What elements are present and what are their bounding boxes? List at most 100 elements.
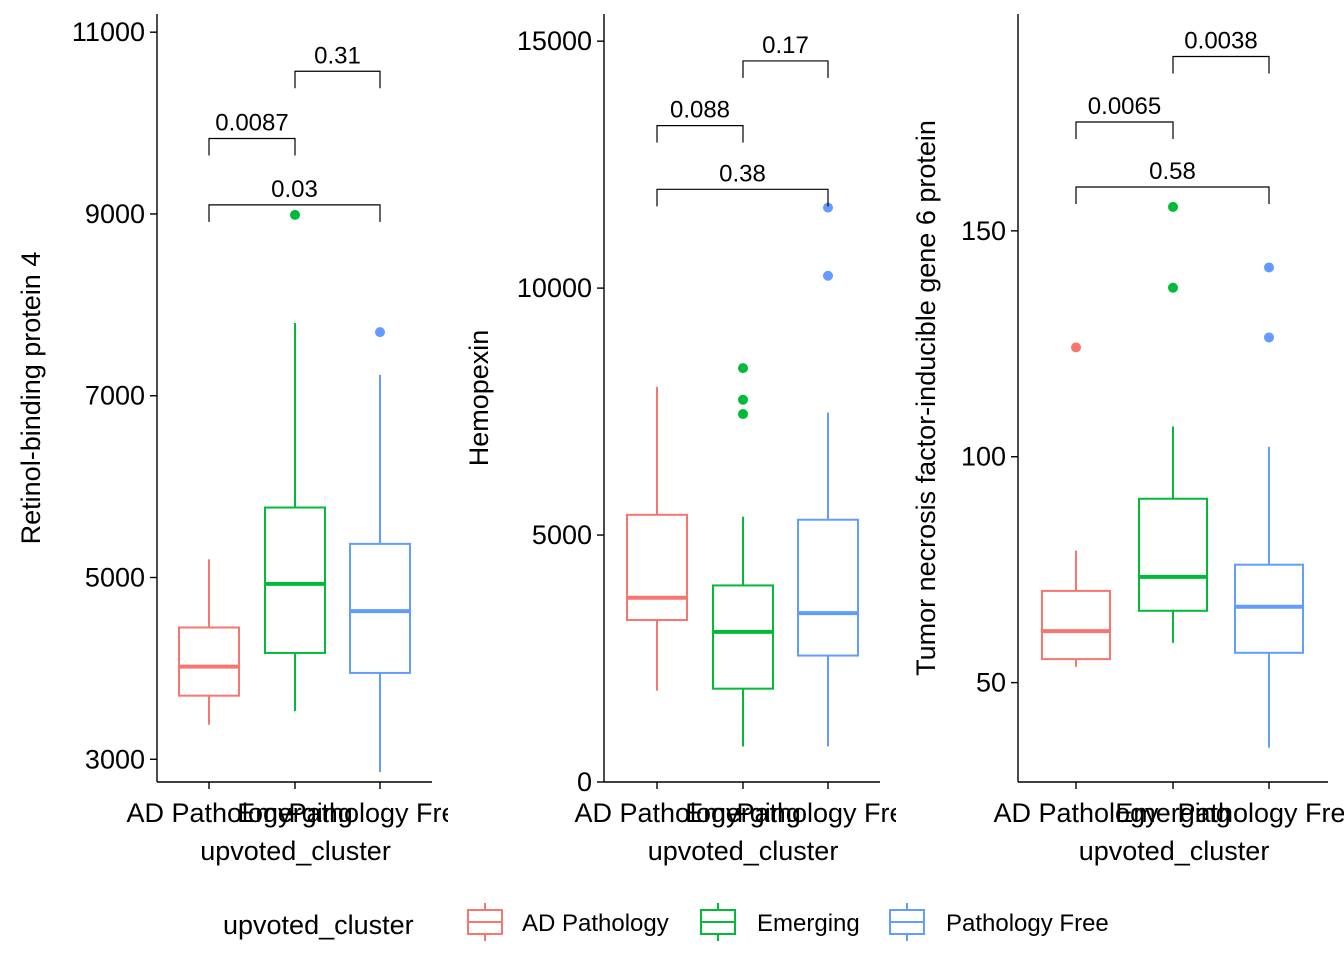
box-ad-pathology: [178, 559, 240, 725]
panel-1: 3000 5000 7000 9000 11000 Retinol-binding pro…: [16, 14, 471, 866]
comparison-bracket: 0.0087: [208, 110, 296, 156]
box-iqr: [712, 584, 774, 690]
box-iqr: [264, 506, 326, 654]
bracket-line: [1075, 186, 1270, 205]
x-axis-title: upvoted_cluster: [648, 836, 839, 866]
y-axis-title: Retinol-binding protein 4: [16, 252, 46, 545]
panel-2: 0 5000 10000 15000 Hemopexin AD PathologyEmer…: [464, 14, 919, 866]
legend-label: Emerging: [757, 910, 860, 937]
box-iqr: [1138, 497, 1208, 612]
legend-item-emerging: Emerging: [700, 903, 860, 941]
x-tick-label: Emerging: [237, 798, 353, 828]
bracket-line: [1172, 55, 1270, 74]
p-value-label: 0.38: [719, 160, 766, 187]
box-iqr: [178, 626, 240, 697]
y-tick-label: 5000: [85, 563, 145, 593]
p-value-label: 0.0065: [1088, 93, 1161, 120]
bracket-line: [742, 60, 829, 78]
x-axis-title: upvoted_cluster: [200, 836, 391, 866]
p-value-label: 0.58: [1149, 158, 1196, 185]
box-iqr: [349, 542, 411, 674]
panel-3: 50 100 150 Tumor necrosis factor-inducible …: [911, 14, 1344, 866]
p-value-label: 0.17: [762, 32, 809, 59]
legend-item-ad-pathology: AD Pathology: [467, 903, 669, 941]
box-ad-pathology: [626, 386, 688, 691]
y-tick-label: 100: [961, 442, 1006, 472]
y-tick-label: 5000: [532, 520, 592, 550]
comparison-bracket: 0.088: [656, 97, 744, 143]
x-tick-label: Pathology Free: [736, 798, 919, 828]
bracket-line: [294, 70, 381, 89]
legend: upvoted_cluster AD Pathology Emerging Path…: [223, 903, 1109, 941]
p-value-label: 0.0087: [215, 110, 288, 137]
box-emerging: [264, 209, 326, 712]
bracket-line: [208, 204, 381, 222]
comparison-bracket: 0.0038: [1172, 27, 1270, 74]
y-tick-label: 50: [976, 668, 1006, 698]
comparison-bracket: 0.0065: [1075, 93, 1174, 139]
box-iqr: [626, 513, 688, 622]
y-tick-label: 9000: [85, 199, 145, 229]
outlier-point: [823, 270, 833, 281]
outlier-point: [290, 209, 300, 220]
panels: 3000 5000 7000 9000 11000 Retinol-binding pro…: [16, 14, 1344, 866]
comparison-bracket: 0.17: [742, 32, 829, 78]
y-tick-label: 3000: [85, 744, 145, 774]
bracket-line: [1075, 121, 1174, 139]
box-pathology-free: [349, 327, 411, 773]
y-axis-title: Hemopexin: [464, 330, 494, 467]
legend-item-pathology-free: Pathology Free: [889, 903, 1109, 941]
box-pathology-free: [1234, 262, 1304, 748]
y-tick-label: 11000: [72, 17, 145, 47]
outlier-point: [1264, 262, 1274, 273]
box-ad-pathology: [1041, 342, 1111, 667]
comparison-bracket: 0.03: [208, 176, 381, 222]
outlier-point: [823, 202, 833, 213]
x-tick-label: AD Pathology: [126, 798, 292, 828]
x-tick-label: AD Pathology: [993, 798, 1159, 828]
outlier-point: [738, 363, 748, 374]
legend-label: AD Pathology: [522, 910, 669, 937]
outlier-point: [1168, 282, 1178, 293]
p-value-label: 0.03: [271, 176, 318, 203]
legend-label: Pathology Free: [946, 910, 1109, 937]
p-value-label: 0.31: [314, 42, 361, 69]
outlier-point: [1264, 332, 1274, 343]
y-tick-label: 15000: [517, 26, 592, 56]
legend-items: AD Pathology Emerging Pathology Free: [467, 903, 1109, 941]
comparison-bracket: 0.38: [656, 160, 829, 207]
x-tick-label: Pathology Free: [1177, 798, 1344, 828]
x-tick-label: Emerging: [1115, 798, 1231, 828]
box-iqr: [1041, 589, 1111, 661]
y-tick-label: 150: [961, 216, 1006, 246]
bracket-line: [656, 188, 829, 207]
box-emerging: [712, 363, 774, 747]
box-pathology-free: [797, 202, 859, 747]
bracket-line: [656, 125, 744, 143]
box-emerging: [1138, 201, 1208, 643]
y-tick-label: 0: [577, 767, 592, 797]
outlier-point: [375, 327, 385, 338]
x-tick-label: Emerging: [685, 798, 801, 828]
p-value-label: 0.088: [670, 97, 730, 124]
outlier-point: [1168, 201, 1178, 212]
bracket-line: [208, 137, 296, 156]
comparison-bracket: 0.31: [294, 42, 381, 89]
comparison-bracket: 0.58: [1075, 158, 1270, 205]
y-tick-label: 7000: [85, 381, 145, 411]
x-tick-label: AD Pathology: [574, 798, 740, 828]
outlier-point: [738, 394, 748, 405]
box-iqr: [797, 518, 859, 657]
box-iqr: [1234, 563, 1304, 654]
x-tick-label: Pathology Free: [288, 798, 471, 828]
y-tick-label: 10000: [517, 273, 592, 303]
outlier-point: [1071, 342, 1081, 353]
outlier-point: [738, 409, 748, 420]
y-axis-title: Tumor necrosis factor-inducible gene 6 p…: [911, 120, 941, 676]
p-value-label: 0.0038: [1184, 27, 1257, 54]
